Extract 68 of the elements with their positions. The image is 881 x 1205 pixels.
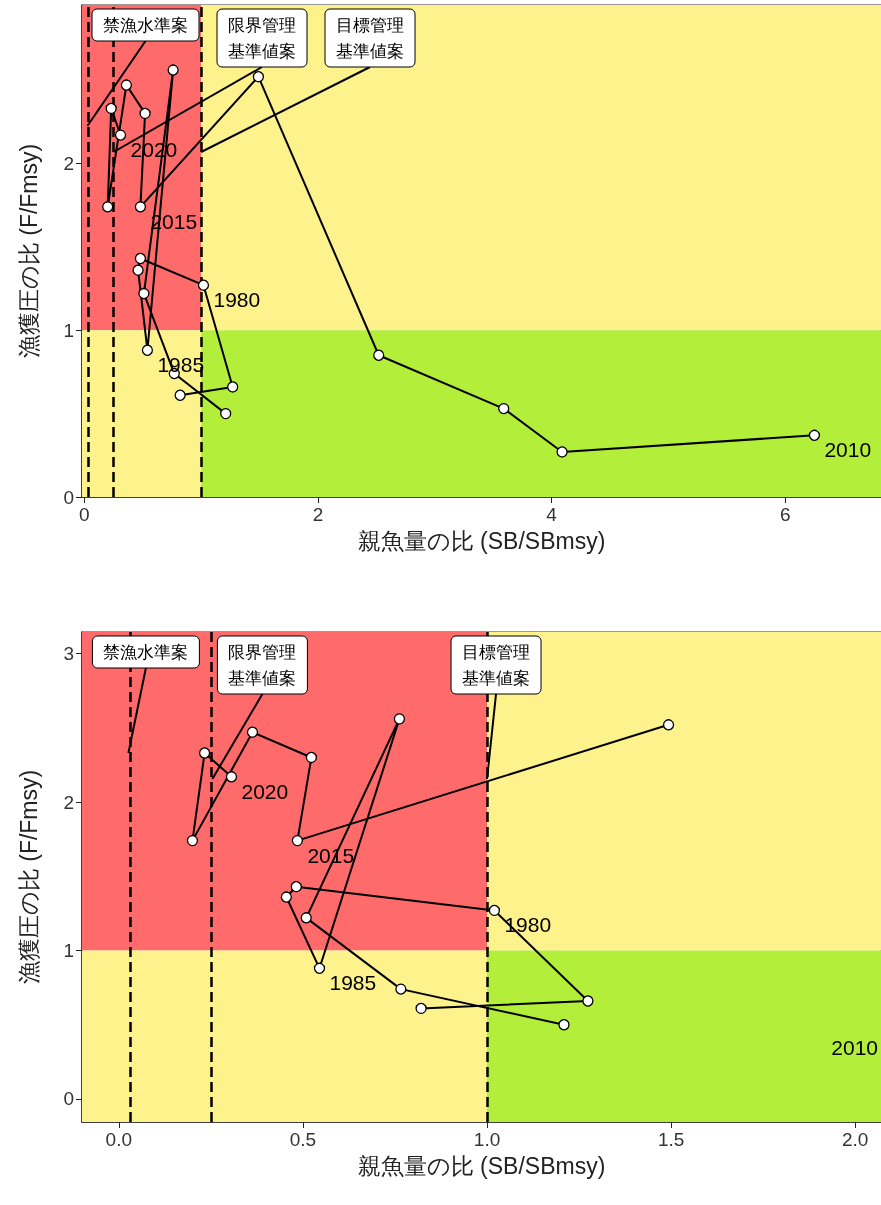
y-axis-title: 漁獲圧の比 (F/Fmsy) — [15, 143, 42, 359]
point — [488, 904, 501, 917]
ref-line-label: 限界管理基準値案 — [228, 642, 297, 688]
ref-line-label: 目標管理基準値案 — [462, 642, 531, 688]
point — [227, 381, 239, 393]
x-tick-label: 6 — [779, 504, 791, 525]
x-tick-label: 0 — [79, 504, 90, 525]
x-tick-label: 2 — [312, 504, 324, 525]
point — [290, 881, 302, 893]
point — [280, 891, 292, 903]
point — [300, 912, 312, 924]
x-tick-label: 1.5 — [657, 1129, 685, 1150]
point — [393, 713, 406, 725]
point — [138, 287, 150, 300]
ref-line-label: 限界管理基準値案 — [228, 15, 296, 61]
x-axis-title: 親魚量の比 (SB/SBmsy) — [357, 1152, 606, 1179]
x-tick-label: 2.0 — [842, 1129, 869, 1150]
annotation: 2010 — [831, 1035, 878, 1059]
annotation: 2010 — [824, 438, 872, 462]
ref-line-label: 目標管理基準値案 — [336, 15, 404, 61]
annotation: 1980 — [213, 288, 261, 312]
point — [102, 201, 114, 213]
y-tick-label: 2 — [63, 152, 74, 174]
point — [198, 747, 211, 759]
point — [141, 344, 154, 356]
y-tick-label: 0 — [63, 486, 74, 508]
point — [220, 407, 232, 420]
point — [134, 252, 147, 265]
point — [225, 771, 238, 783]
annotation: 1985 — [329, 971, 377, 995]
point — [291, 834, 304, 847]
x-tick-label: 0.0 — [105, 1129, 133, 1150]
point — [305, 751, 318, 764]
annotation: 2020 — [241, 779, 289, 803]
point — [662, 719, 675, 731]
y-tick-label: 2 — [63, 791, 74, 813]
x-tick-label: 4 — [546, 504, 558, 525]
point — [582, 995, 594, 1007]
point — [105, 102, 117, 115]
point — [197, 279, 210, 291]
x-axis-title: 親魚量の比 (SB/SBmsy) — [357, 527, 606, 554]
y-tick-label: 3 — [63, 643, 74, 665]
point — [120, 79, 133, 91]
point — [174, 389, 186, 401]
point — [139, 107, 151, 120]
point — [556, 446, 568, 458]
y-tick-label: 1 — [63, 319, 74, 341]
point — [132, 264, 144, 276]
x-tick-label: 1.0 — [473, 1129, 501, 1150]
point — [373, 349, 385, 361]
point — [167, 64, 179, 76]
x-tick-label: 0.5 — [289, 1129, 317, 1150]
y-tick-label: 1 — [63, 940, 74, 961]
y-tick-label: 0 — [63, 1088, 74, 1110]
point — [808, 429, 821, 441]
point — [114, 129, 127, 141]
y-axis-title: 漁獲圧の比 (F/Fmsy) — [15, 769, 42, 985]
point — [498, 402, 510, 415]
point — [134, 201, 147, 213]
point — [246, 726, 259, 738]
point — [558, 1019, 570, 1031]
point — [186, 834, 199, 847]
ref-line-label: 禁漁水準案 — [103, 642, 189, 662]
ref-line-label: 禁漁水準案 — [103, 15, 188, 35]
point — [395, 983, 407, 995]
point — [313, 962, 326, 974]
point — [252, 71, 265, 83]
point — [415, 1002, 427, 1015]
